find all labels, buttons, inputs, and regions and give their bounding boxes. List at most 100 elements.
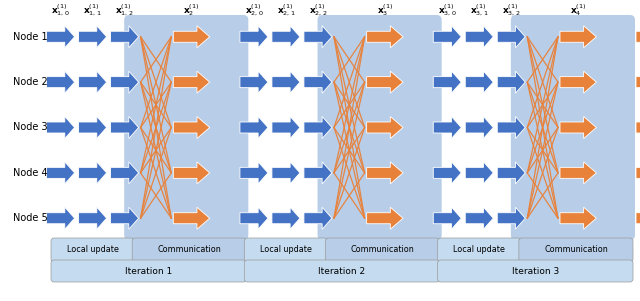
Polygon shape xyxy=(47,71,75,93)
FancyBboxPatch shape xyxy=(132,238,246,262)
Polygon shape xyxy=(433,26,461,48)
Polygon shape xyxy=(173,71,210,93)
FancyBboxPatch shape xyxy=(244,238,328,262)
Text: Iteration 1: Iteration 1 xyxy=(125,266,172,275)
Polygon shape xyxy=(367,71,403,93)
Polygon shape xyxy=(560,207,596,229)
Polygon shape xyxy=(560,162,596,184)
Text: Local update: Local update xyxy=(67,246,118,255)
Text: $\mathbf{x}_{2}^{(1)}$: $\mathbf{x}_{2}^{(1)}$ xyxy=(183,2,200,18)
Text: Iteration 3: Iteration 3 xyxy=(512,266,559,275)
Text: $\mathbf{x}_{2,0}^{(1)}$: $\mathbf{x}_{2,0}^{(1)}$ xyxy=(244,3,263,18)
Polygon shape xyxy=(636,207,640,229)
Polygon shape xyxy=(111,207,139,229)
Polygon shape xyxy=(240,162,268,184)
Text: $\mathbf{x}_{4}^{(1)}$: $\mathbf{x}_{4}^{(1)}$ xyxy=(570,2,586,18)
Text: $\mathbf{x}_{3,2}^{(1)}$: $\mathbf{x}_{3,2}^{(1)}$ xyxy=(502,3,520,18)
Text: Node 1: Node 1 xyxy=(13,32,48,42)
Polygon shape xyxy=(497,26,525,48)
Polygon shape xyxy=(433,71,461,93)
Polygon shape xyxy=(272,71,300,93)
Text: $\mathbf{x}_{1,2}^{(1)}$: $\mathbf{x}_{1,2}^{(1)}$ xyxy=(115,3,134,18)
Polygon shape xyxy=(173,116,210,138)
Polygon shape xyxy=(240,71,268,93)
Text: Communication: Communication xyxy=(351,246,415,255)
Polygon shape xyxy=(79,116,107,138)
Polygon shape xyxy=(47,207,75,229)
Polygon shape xyxy=(465,116,493,138)
Polygon shape xyxy=(79,71,107,93)
Text: $\mathbf{x}_{3}^{(1)}$: $\mathbf{x}_{3}^{(1)}$ xyxy=(377,2,393,18)
Polygon shape xyxy=(173,26,210,48)
Polygon shape xyxy=(240,26,268,48)
Polygon shape xyxy=(79,26,107,48)
Polygon shape xyxy=(433,207,461,229)
Text: $\mathbf{x}_{2,1}^{(1)}$: $\mathbf{x}_{2,1}^{(1)}$ xyxy=(276,3,295,18)
FancyBboxPatch shape xyxy=(51,260,246,282)
Polygon shape xyxy=(433,162,461,184)
Text: Node 5: Node 5 xyxy=(13,213,48,223)
Polygon shape xyxy=(304,162,332,184)
Polygon shape xyxy=(636,116,640,138)
Polygon shape xyxy=(111,162,139,184)
FancyBboxPatch shape xyxy=(317,15,442,240)
FancyBboxPatch shape xyxy=(51,238,134,262)
Polygon shape xyxy=(47,116,75,138)
Polygon shape xyxy=(304,116,332,138)
FancyBboxPatch shape xyxy=(519,238,633,262)
Polygon shape xyxy=(497,207,525,229)
Polygon shape xyxy=(173,207,210,229)
Text: Node 4: Node 4 xyxy=(13,168,48,178)
Polygon shape xyxy=(304,26,332,48)
Text: Local update: Local update xyxy=(453,246,505,255)
Text: $\mathbf{x}_{3,1}^{(1)}$: $\mathbf{x}_{3,1}^{(1)}$ xyxy=(470,3,488,18)
Polygon shape xyxy=(111,26,139,48)
Polygon shape xyxy=(497,71,525,93)
Polygon shape xyxy=(433,116,461,138)
Text: Communication: Communication xyxy=(544,246,608,255)
Polygon shape xyxy=(367,207,403,229)
Polygon shape xyxy=(636,71,640,93)
FancyBboxPatch shape xyxy=(511,15,635,240)
FancyBboxPatch shape xyxy=(124,15,248,240)
Polygon shape xyxy=(240,207,268,229)
Polygon shape xyxy=(636,162,640,184)
Polygon shape xyxy=(367,26,403,48)
Polygon shape xyxy=(465,71,493,93)
Polygon shape xyxy=(560,116,596,138)
Polygon shape xyxy=(272,207,300,229)
Text: $\mathbf{x}_{1,0}^{(1)}$: $\mathbf{x}_{1,0}^{(1)}$ xyxy=(51,3,70,18)
Text: $\mathbf{x}_{2,2}^{(1)}$: $\mathbf{x}_{2,2}^{(1)}$ xyxy=(308,3,327,18)
Polygon shape xyxy=(47,26,75,48)
Text: Iteration 2: Iteration 2 xyxy=(319,266,365,275)
Polygon shape xyxy=(47,162,75,184)
Polygon shape xyxy=(79,162,107,184)
Polygon shape xyxy=(272,26,300,48)
Polygon shape xyxy=(497,116,525,138)
FancyBboxPatch shape xyxy=(326,238,440,262)
FancyBboxPatch shape xyxy=(244,260,440,282)
Polygon shape xyxy=(304,71,332,93)
Text: Local update: Local update xyxy=(260,246,312,255)
Text: Communication: Communication xyxy=(157,246,221,255)
Polygon shape xyxy=(465,26,493,48)
Polygon shape xyxy=(636,26,640,48)
Polygon shape xyxy=(367,116,403,138)
Polygon shape xyxy=(272,162,300,184)
Polygon shape xyxy=(497,162,525,184)
Polygon shape xyxy=(111,71,139,93)
Polygon shape xyxy=(79,207,107,229)
Text: Node 2: Node 2 xyxy=(13,77,48,87)
Text: $\mathbf{x}_{3,0}^{(1)}$: $\mathbf{x}_{3,0}^{(1)}$ xyxy=(438,3,456,18)
Polygon shape xyxy=(560,26,596,48)
Polygon shape xyxy=(173,162,210,184)
FancyBboxPatch shape xyxy=(438,260,633,282)
Polygon shape xyxy=(367,162,403,184)
Polygon shape xyxy=(304,207,332,229)
Polygon shape xyxy=(465,162,493,184)
Text: Node 3: Node 3 xyxy=(13,123,48,132)
Polygon shape xyxy=(240,116,268,138)
FancyBboxPatch shape xyxy=(438,238,521,262)
Polygon shape xyxy=(272,116,300,138)
Polygon shape xyxy=(560,71,596,93)
